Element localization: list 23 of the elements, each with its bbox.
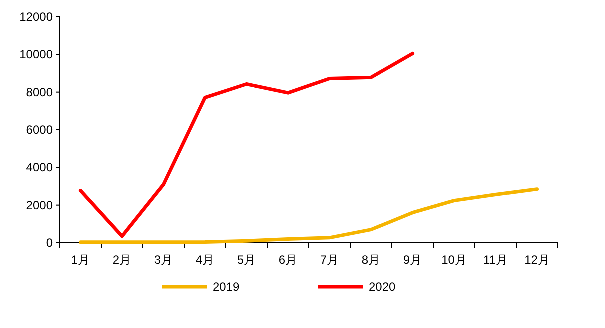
line-series [79, 52, 414, 238]
y-tick-label: 0 [46, 236, 54, 250]
x-tick-label: 2月 [112, 253, 132, 267]
y-tick-label: 6000 [26, 123, 54, 137]
line-series [79, 188, 539, 244]
x-tick-label: 12月 [524, 253, 550, 267]
legend-label: 2020 [369, 280, 396, 294]
x-tick-label: 10月 [442, 253, 467, 267]
y-tick-label: 8000 [26, 85, 54, 100]
x-tick-label: 1月 [71, 253, 90, 267]
x-tick-label: 5月 [237, 253, 256, 267]
x-tick-label: 11月 [484, 253, 508, 267]
x-tick-label: 7月 [320, 253, 340, 267]
y-tick-label: 4000 [26, 160, 54, 175]
x-tick-label: 8月 [362, 253, 381, 267]
x-tick-label: 6月 [278, 253, 298, 267]
x-tick-label: 4月 [196, 253, 215, 267]
y-tick-label: 12000 [20, 10, 54, 24]
y-tick-label: 2000 [26, 198, 54, 212]
x-tick-label: 9月 [403, 253, 422, 267]
legend-label: 2019 [213, 280, 240, 294]
x-tick-label: 3月 [154, 253, 174, 267]
y-tick-label: 10000 [20, 48, 54, 62]
